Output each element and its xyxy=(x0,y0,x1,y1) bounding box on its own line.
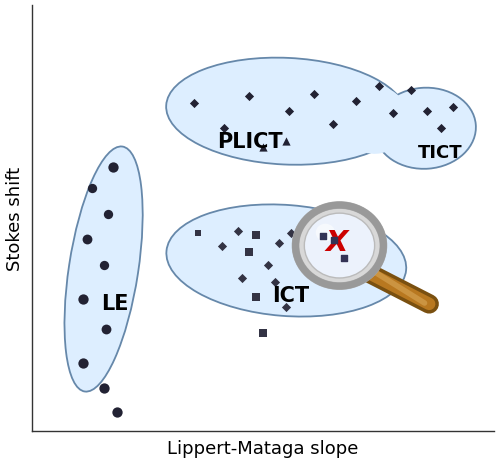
Point xyxy=(252,232,260,239)
Point xyxy=(259,330,267,337)
Text: ICT: ICT xyxy=(272,285,310,305)
Circle shape xyxy=(304,214,374,278)
Ellipse shape xyxy=(64,147,142,392)
Point xyxy=(320,233,328,240)
Ellipse shape xyxy=(374,88,476,169)
Point xyxy=(190,100,198,107)
Text: X: X xyxy=(326,229,348,257)
Point xyxy=(282,138,290,145)
Point xyxy=(388,110,396,118)
Point xyxy=(100,385,108,392)
Point xyxy=(264,262,272,269)
X-axis label: Lippert-Mataga slope: Lippert-Mataga slope xyxy=(168,439,359,457)
Point xyxy=(234,227,241,235)
Point xyxy=(109,163,117,171)
Ellipse shape xyxy=(166,58,406,165)
Point xyxy=(246,249,254,256)
Point xyxy=(310,91,318,99)
Point xyxy=(246,94,254,101)
Point xyxy=(79,359,87,367)
Point xyxy=(102,325,110,333)
Point xyxy=(259,144,267,152)
Ellipse shape xyxy=(340,87,409,155)
Point xyxy=(449,104,457,112)
Point xyxy=(340,254,348,262)
Point xyxy=(220,125,228,133)
Point xyxy=(284,108,292,116)
Point xyxy=(218,242,226,250)
Ellipse shape xyxy=(166,205,406,317)
Point xyxy=(194,230,202,237)
Point xyxy=(276,240,283,248)
Point xyxy=(100,262,108,269)
Point xyxy=(270,279,278,286)
Point xyxy=(375,83,383,90)
Circle shape xyxy=(316,224,335,242)
Point xyxy=(328,121,336,128)
Circle shape xyxy=(296,206,384,287)
Point xyxy=(238,274,246,282)
Point xyxy=(88,185,96,192)
Point xyxy=(282,304,290,312)
Point xyxy=(438,125,446,133)
Point xyxy=(79,295,87,303)
Point xyxy=(330,237,338,244)
Point xyxy=(252,294,260,301)
Point xyxy=(287,230,295,237)
Point xyxy=(424,108,432,116)
Text: PLICT: PLICT xyxy=(217,132,282,152)
Point xyxy=(104,210,112,218)
Text: TICT: TICT xyxy=(418,144,463,162)
Point xyxy=(84,236,92,244)
Y-axis label: Stokes shift: Stokes shift xyxy=(6,166,24,270)
Point xyxy=(352,98,360,105)
Point xyxy=(407,87,415,94)
Point xyxy=(114,408,122,416)
Text: LE: LE xyxy=(102,294,129,313)
